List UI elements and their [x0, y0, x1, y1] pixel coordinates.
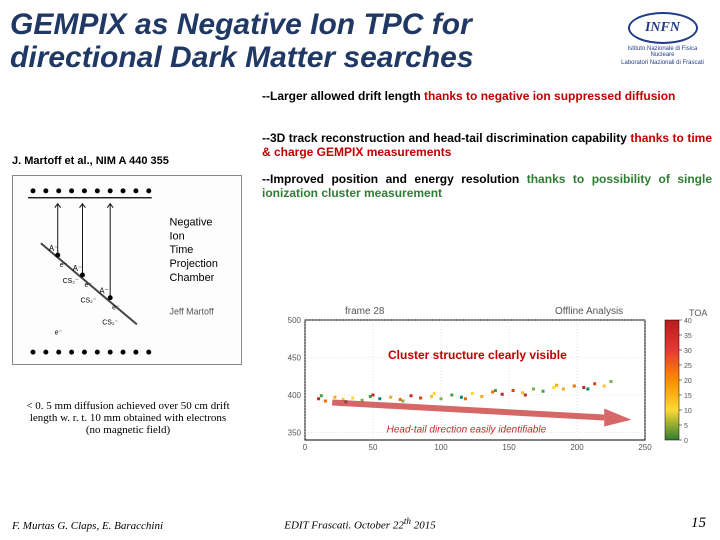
- svg-text:0: 0: [684, 438, 688, 445]
- title-line1: GEMPIX as Negative Ion TPC for: [10, 8, 472, 41]
- svg-text:Offline Analysis: Offline Analysis: [555, 306, 623, 317]
- svg-text:Head-tail direction easily ide: Head-tail direction easily identifiable: [387, 425, 547, 436]
- svg-text:35: 35: [684, 333, 692, 340]
- svg-text:250: 250: [638, 443, 652, 452]
- citation: J. Martoff et al., NIM A 440 355: [12, 155, 169, 167]
- svg-text:TOA: TOA: [689, 308, 707, 318]
- nitpc-diagram: A⁻ A⁻ A⁻ e⁻ e⁻ e⁻ CS₂⁻ CS₂⁻ CS₂⁻ e⁻ Nega…: [12, 175, 242, 365]
- bullet1-text: --Larger allowed drift length: [262, 89, 424, 103]
- svg-text:50: 50: [369, 443, 378, 452]
- svg-text:450: 450: [288, 354, 302, 363]
- chart-svg: frame 28Offline Analysis3504004505000501…: [270, 302, 710, 467]
- diagram-svg: A⁻ A⁻ A⁻ e⁻ e⁻ e⁻ CS₂⁻ CS₂⁻ CS₂⁻ e⁻ Nega…: [13, 176, 241, 364]
- bullet1-highlight: thanks to negative ion suppressed diffus…: [424, 89, 675, 103]
- footer-event: EDIT Frascati. October 22th 2015: [0, 516, 720, 532]
- footer-center-pre: EDIT Frascati. October 22: [284, 520, 404, 532]
- title-line2: directional Dark Matter searches: [10, 41, 474, 74]
- svg-text:500: 500: [288, 316, 302, 325]
- ion-e1: e⁻: [60, 262, 68, 269]
- diffusion-text: < 0. 5 mm diffusion achieved over 50 cm …: [26, 400, 229, 436]
- svg-text:0: 0: [303, 443, 308, 452]
- cs1: CS₂⁻: [63, 278, 79, 285]
- svg-text:350: 350: [288, 429, 302, 438]
- diag-label2: Ion: [170, 230, 185, 242]
- ion-e2: e⁻: [84, 282, 92, 289]
- svg-text:15: 15: [684, 393, 692, 400]
- ion-a1: A⁻: [49, 244, 58, 253]
- footer-center-sup: th: [404, 516, 411, 526]
- svg-text:100: 100: [434, 443, 448, 452]
- ion-a2: A⁻: [73, 264, 82, 273]
- bullet2-text: --3D track reconstruction and head-tail …: [262, 131, 630, 145]
- diag-label3: Time: [170, 244, 194, 256]
- diag-label1: Negative: [170, 216, 213, 228]
- svg-text:20: 20: [684, 378, 692, 385]
- svg-text:200: 200: [570, 443, 584, 452]
- bullet-3: --Improved position and energy resolutio…: [262, 173, 712, 201]
- infn-sub: Istituto Nazionale di Fisica Nucleare: [615, 46, 710, 58]
- svg-text:40: 40: [684, 318, 692, 325]
- ion-a3: A⁻: [99, 287, 108, 296]
- svg-text:25: 25: [684, 363, 692, 370]
- svg-text:10: 10: [684, 408, 692, 415]
- cs3: CS₂⁻: [102, 319, 118, 326]
- cs2: CS₂⁻: [80, 298, 96, 305]
- bullet-list: --Larger allowed drift length thanks to …: [262, 90, 712, 215]
- slide-number: 15: [691, 515, 706, 532]
- svg-text:400: 400: [288, 391, 302, 400]
- bullet-2: --3D track reconstruction and head-tail …: [262, 132, 712, 160]
- chart-caption: Cluster structure clearly visible: [388, 348, 567, 362]
- svg-text:30: 30: [684, 348, 692, 355]
- diffusion-note: < 0. 5 mm diffusion achieved over 50 cm …: [18, 400, 238, 436]
- diag-author: Jeff Martoff: [170, 307, 215, 317]
- diag-label4: Projection: [170, 258, 218, 270]
- infn-logo-ellipse: INFN: [628, 12, 698, 44]
- infn-text: INFN: [645, 20, 680, 36]
- svg-text:5: 5: [684, 423, 688, 430]
- bullet3-text: --Improved position and energy resolutio…: [262, 172, 527, 186]
- ion-e3: e⁻: [112, 305, 120, 312]
- infn-lab: Laboratori Nazionali di Frascati: [615, 60, 710, 66]
- slide-title: GEMPIX as Negative Ion TPC for direction…: [10, 8, 474, 74]
- toa-chart: frame 28Offline Analysis3504004505000501…: [270, 302, 710, 467]
- svg-text:frame 28: frame 28: [345, 306, 385, 317]
- diag-label5: Chamber: [170, 272, 215, 284]
- svg-text:150: 150: [502, 443, 516, 452]
- bullet-1: --Larger allowed drift length thanks to …: [262, 90, 712, 104]
- infn-logo: INFN Istituto Nazionale di Fisica Nuclea…: [615, 12, 710, 66]
- footer-center-post: 2015: [411, 520, 436, 532]
- track-e: e⁻: [55, 329, 63, 336]
